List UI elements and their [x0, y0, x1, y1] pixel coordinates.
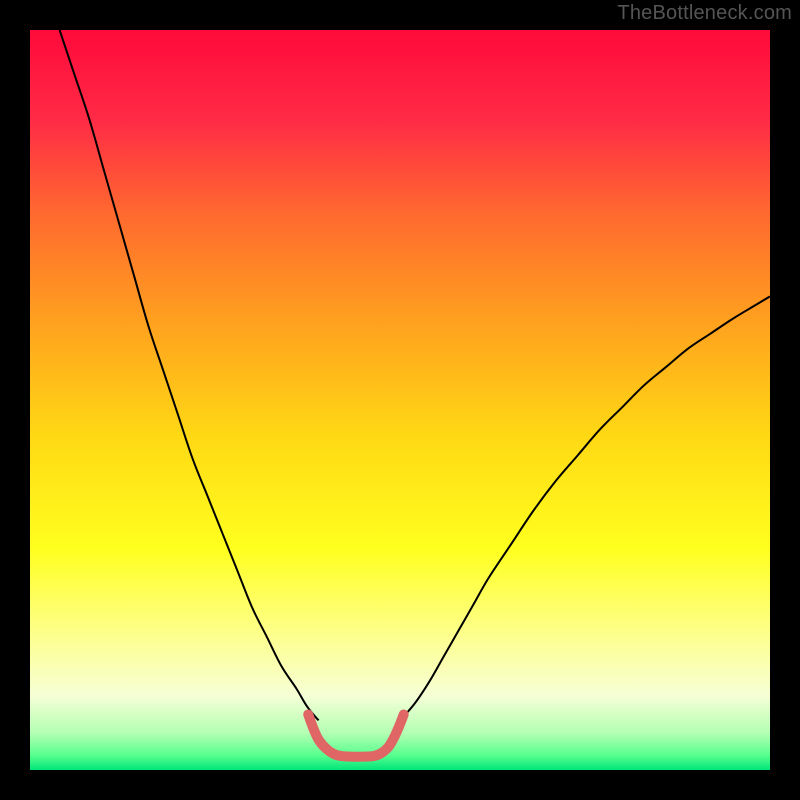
trough-band: [308, 715, 403, 757]
chart-plot-area: [30, 30, 770, 770]
watermark-text: TheBottleneck.com: [617, 2, 792, 25]
curve-right: [400, 296, 770, 720]
curve-left: [60, 30, 319, 720]
chart-curves-layer: [30, 30, 770, 770]
